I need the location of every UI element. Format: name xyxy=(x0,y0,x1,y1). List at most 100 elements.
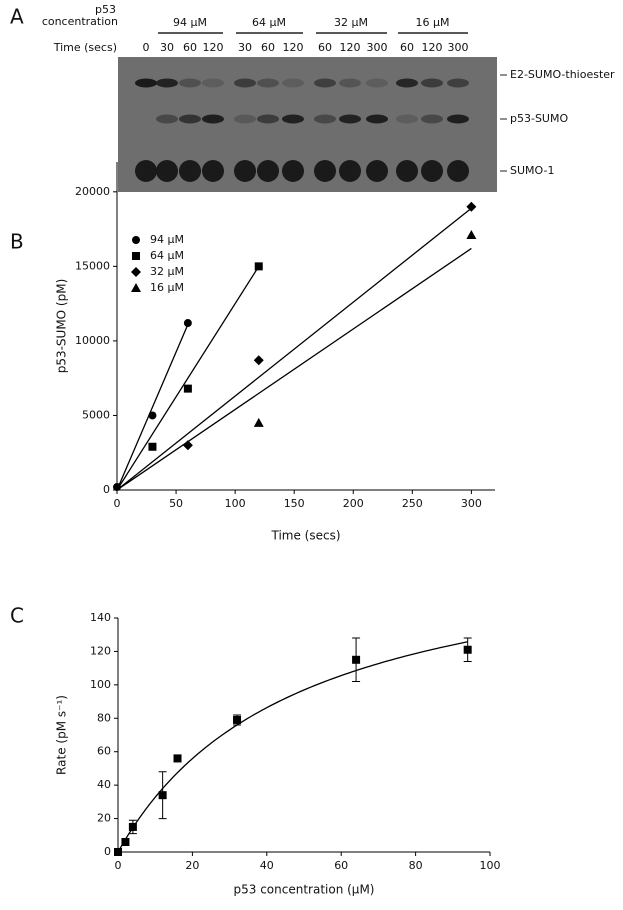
time-tick: 0 xyxy=(143,41,150,54)
gel-band xyxy=(339,78,361,88)
x-axis-label: Time (secs) xyxy=(270,529,340,543)
gel-band xyxy=(257,160,279,182)
fit-line xyxy=(116,324,189,491)
concentration-label: p53 xyxy=(95,3,116,16)
concentration-label: concentration xyxy=(42,15,118,28)
point xyxy=(183,319,192,328)
y-tick-label: 40 xyxy=(97,778,111,791)
gel-band xyxy=(396,114,418,124)
group-label: 64 μM xyxy=(252,16,286,29)
y-tick-label: 20 xyxy=(97,812,111,825)
point xyxy=(128,822,137,831)
x-tick-label: 40 xyxy=(260,859,274,872)
group-label: 32 μM xyxy=(334,16,368,29)
x-tick-label: 100 xyxy=(480,859,501,872)
x-tick-label: 150 xyxy=(284,497,305,510)
x-tick-label: 300 xyxy=(461,497,482,510)
y-tick-label: 60 xyxy=(97,745,111,758)
gel-band xyxy=(314,160,336,182)
y-tick-label: 140 xyxy=(90,611,111,624)
panel-label: C xyxy=(10,604,24,628)
gel-band xyxy=(179,114,201,124)
point xyxy=(233,715,242,724)
x-tick-label: 20 xyxy=(185,859,199,872)
time-tick: 30 xyxy=(238,41,252,54)
fit-line xyxy=(116,247,472,491)
legend-marker xyxy=(131,283,141,292)
y-tick-label: 0 xyxy=(103,483,110,496)
y-tick-label: 120 xyxy=(90,644,111,657)
x-tick-label: 50 xyxy=(169,497,183,510)
fit-curve xyxy=(117,641,468,853)
y-axis-label: p53-SUMO (pM) xyxy=(55,279,69,374)
fit-line xyxy=(116,266,260,491)
gel-band xyxy=(156,114,178,124)
gel-band xyxy=(282,160,304,182)
gel-band xyxy=(314,114,336,124)
y-tick-label: 15000 xyxy=(75,259,110,272)
time-tick: 300 xyxy=(367,41,388,54)
x-tick-label: 100 xyxy=(225,497,246,510)
point xyxy=(114,848,122,856)
legend-label: 16 μM xyxy=(150,281,184,294)
y-axis-label: Rate (pM s⁻¹) xyxy=(55,695,69,775)
x-tick-label: 0 xyxy=(114,497,121,510)
time-tick: 60 xyxy=(261,41,275,54)
gel-band xyxy=(314,78,336,88)
band-label: p53-SUMO xyxy=(510,112,568,125)
gel-band xyxy=(257,78,279,88)
point xyxy=(352,655,361,664)
gel-band xyxy=(421,160,443,182)
x-tick-label: 250 xyxy=(402,497,423,510)
gel-band xyxy=(421,78,443,88)
gel-band xyxy=(366,114,388,124)
time-tick: 30 xyxy=(160,41,174,54)
band-label: E2-SUMO-thioester xyxy=(510,68,615,81)
gel-band xyxy=(202,114,224,124)
gel-band xyxy=(447,114,469,124)
x-tick-label: 80 xyxy=(409,859,423,872)
point xyxy=(463,645,472,654)
y-tick-label: 10000 xyxy=(75,334,110,347)
gel-band xyxy=(179,78,201,88)
time-tick: 60 xyxy=(318,41,332,54)
time-tick: 120 xyxy=(422,41,443,54)
x-tick-label: 60 xyxy=(334,859,348,872)
time-tick: 300 xyxy=(448,41,469,54)
point xyxy=(148,442,157,451)
x-tick-label: 200 xyxy=(343,497,364,510)
point xyxy=(253,355,264,366)
point xyxy=(121,837,130,846)
x-tick-label: 0 xyxy=(115,859,122,872)
gel-band xyxy=(339,114,361,124)
time-label: Time (secs) xyxy=(53,41,117,54)
panel-label: A xyxy=(10,5,24,29)
time-tick: 60 xyxy=(400,41,414,54)
legend-marker xyxy=(132,252,140,260)
gel-band xyxy=(396,160,418,182)
gel-band xyxy=(234,114,256,124)
legend-label: 32 μM xyxy=(150,265,184,278)
point xyxy=(183,384,192,393)
gel-band xyxy=(282,78,304,88)
legend-marker xyxy=(131,267,141,277)
y-tick-label: 5000 xyxy=(82,408,110,421)
gel-band xyxy=(257,114,279,124)
time-tick: 60 xyxy=(183,41,197,54)
point xyxy=(254,262,263,271)
y-tick-label: 0 xyxy=(104,845,111,858)
gel-band xyxy=(366,160,388,182)
gel-band xyxy=(447,78,469,88)
gel-band xyxy=(282,114,304,124)
time-tick: 120 xyxy=(340,41,361,54)
gel-band xyxy=(156,160,178,182)
gel-band xyxy=(339,160,361,182)
x-axis-label: p53 concentration (μM) xyxy=(234,883,375,897)
group-label: 94 μM xyxy=(173,16,207,29)
point xyxy=(253,417,264,427)
y-tick-label: 20000 xyxy=(75,185,110,198)
y-tick-label: 100 xyxy=(90,678,111,691)
time-tick: 120 xyxy=(283,41,304,54)
gel-band xyxy=(234,160,256,182)
